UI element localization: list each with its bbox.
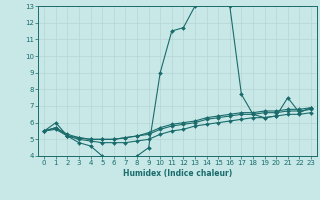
X-axis label: Humidex (Indice chaleur): Humidex (Indice chaleur)	[123, 169, 232, 178]
